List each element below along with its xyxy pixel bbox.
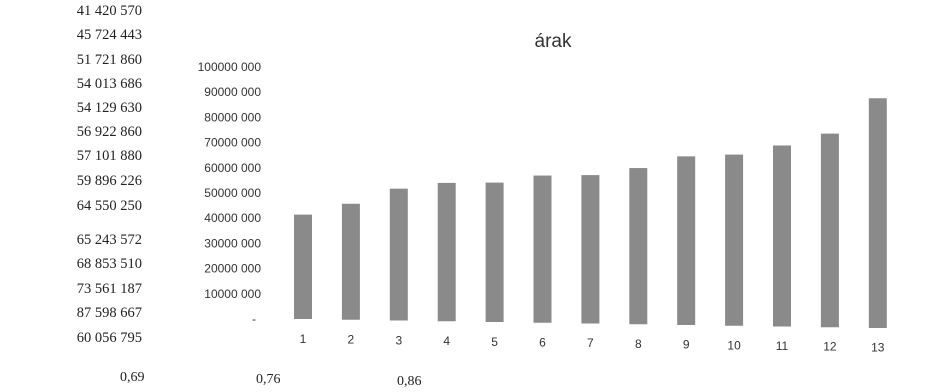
y-tick-label: 70000 000 bbox=[204, 136, 261, 150]
y-tick-label: 20000 000 bbox=[204, 262, 261, 276]
x-tick-label: 6 bbox=[539, 336, 546, 350]
x-tick-label: 5 bbox=[491, 335, 498, 349]
chart-title: árak bbox=[535, 31, 572, 52]
x-tick-label: 8 bbox=[635, 337, 642, 351]
side-value: 60 056 795 bbox=[76, 330, 142, 346]
side-value: 51 721 860 bbox=[76, 52, 142, 68]
bars bbox=[294, 98, 887, 328]
side-value: 65 243 572 bbox=[76, 232, 142, 248]
side-value: 56 922 860 bbox=[76, 124, 142, 140]
y-tick-label: 100000 000 bbox=[198, 60, 262, 74]
side-value: 45 724 443 bbox=[76, 27, 142, 43]
side-value: 57 101 880 bbox=[76, 148, 142, 164]
bar bbox=[725, 154, 744, 326]
side-value: 54 013 686 bbox=[76, 76, 142, 92]
x-tick-label: 13 bbox=[871, 340, 885, 354]
y-tick-label: 30000 000 bbox=[204, 236, 261, 250]
y-tick-label: - bbox=[252, 312, 256, 326]
bar bbox=[868, 98, 887, 328]
bar bbox=[629, 168, 648, 325]
y-tick-label: 60000 000 bbox=[204, 161, 261, 175]
x-tick-label: 10 bbox=[727, 338, 741, 352]
x-tick-label: 1 bbox=[300, 332, 307, 346]
x-tick-label: 9 bbox=[683, 338, 690, 352]
y-tick-label: 40000 000 bbox=[204, 211, 261, 225]
bar bbox=[581, 175, 600, 324]
y-tick-label: 10000 000 bbox=[204, 287, 261, 301]
side-value: 73 561 187 bbox=[76, 281, 142, 297]
footer-value: 0,86 bbox=[397, 374, 422, 389]
y-tick-label: 90000 000 bbox=[204, 85, 261, 99]
y-tick-label: 50000 000 bbox=[204, 186, 261, 200]
side-value: 68 853 510 bbox=[76, 256, 142, 272]
y-axis-ticks: - 10000 000 20000 000 30000 000 40000 000 500… bbox=[198, 60, 262, 326]
footer-value: 0,76 bbox=[256, 372, 281, 387]
bar bbox=[820, 133, 839, 328]
x-tick-label: 4 bbox=[443, 334, 450, 348]
bar bbox=[677, 156, 696, 325]
side-value: 64 550 250 bbox=[76, 198, 142, 214]
x-tick-label: 7 bbox=[587, 336, 594, 350]
side-value: 59 896 226 bbox=[76, 173, 142, 189]
left-value-column: 41 420 570 45 724 443 51 721 860 54 013 686… bbox=[0, 0, 170, 392]
footer-value: 0,69 bbox=[120, 370, 145, 385]
y-tick-label: 80000 000 bbox=[204, 110, 261, 124]
x-tick-label: 2 bbox=[348, 333, 355, 347]
bar bbox=[533, 175, 552, 323]
bar bbox=[341, 203, 360, 320]
x-axis-ticks: 1 2 3 4 5 6 7 8 9 10 11 12 13 bbox=[300, 332, 885, 354]
bar bbox=[485, 182, 504, 322]
x-tick-label: 3 bbox=[395, 333, 402, 347]
bar bbox=[389, 188, 408, 321]
bar bbox=[437, 182, 456, 322]
side-value: 54 129 630 bbox=[76, 100, 142, 116]
side-value: 87 598 667 bbox=[76, 305, 142, 321]
bar bbox=[773, 145, 791, 327]
side-value: 41 420 570 bbox=[76, 3, 142, 19]
x-tick-label: 12 bbox=[823, 340, 837, 354]
bar bbox=[294, 214, 312, 319]
x-tick-label: 11 bbox=[776, 339, 789, 353]
